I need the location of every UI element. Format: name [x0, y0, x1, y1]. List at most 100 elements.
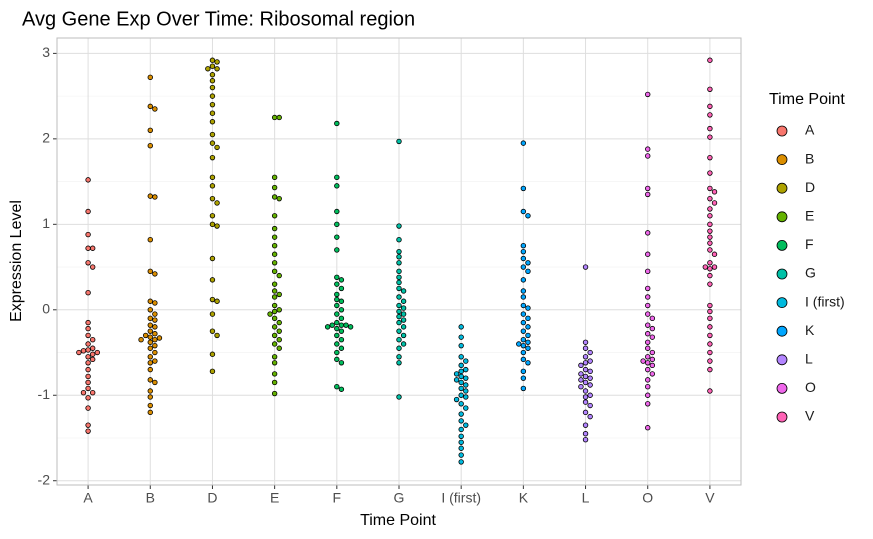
dot	[707, 103, 713, 110]
dot	[520, 185, 527, 192]
dot	[142, 332, 149, 339]
dot	[463, 422, 469, 428]
dot	[582, 409, 589, 416]
dot	[396, 279, 402, 286]
dot	[147, 237, 153, 243]
dot	[271, 234, 278, 240]
dot	[645, 311, 651, 317]
dot	[582, 422, 589, 428]
dot	[396, 223, 402, 229]
dot	[338, 337, 345, 343]
dot	[458, 354, 464, 360]
dot	[147, 193, 153, 199]
dot	[582, 431, 589, 437]
dot	[458, 433, 464, 439]
dot	[276, 337, 282, 343]
dot	[463, 394, 469, 400]
dot	[89, 351, 96, 357]
dot	[85, 395, 91, 401]
dot	[525, 324, 531, 330]
dot	[516, 341, 522, 347]
dot	[645, 146, 651, 152]
dot	[396, 285, 402, 292]
x-tick-label: O	[642, 490, 653, 506]
dot	[209, 213, 216, 219]
legend-label: K	[805, 322, 815, 338]
dot	[80, 348, 87, 354]
dot	[271, 114, 278, 121]
dot	[578, 371, 584, 377]
legend-label: G	[805, 265, 816, 281]
dot	[85, 347, 91, 353]
dot	[463, 405, 469, 411]
dot	[707, 260, 713, 266]
dot	[520, 375, 527, 381]
dot	[707, 272, 713, 279]
dot	[587, 402, 593, 409]
x-tick-label: I (first)	[441, 490, 481, 506]
dot	[649, 371, 656, 377]
dot	[582, 354, 589, 360]
dot	[525, 268, 531, 275]
dot	[707, 154, 713, 161]
dot	[645, 322, 651, 328]
dot	[214, 66, 220, 72]
legend-label: F	[805, 236, 814, 252]
dot	[396, 394, 402, 400]
dot	[334, 120, 340, 127]
dot	[147, 360, 153, 366]
dot	[458, 373, 464, 380]
dot	[334, 221, 340, 228]
dot	[640, 358, 646, 364]
dot	[334, 296, 340, 303]
dot	[347, 324, 354, 330]
dot	[214, 332, 220, 339]
dot	[209, 174, 216, 181]
dot	[276, 195, 282, 202]
dot	[400, 341, 407, 347]
dot	[89, 389, 96, 396]
dot	[85, 260, 91, 266]
dot	[267, 311, 273, 317]
dot	[209, 78, 216, 84]
dot	[711, 264, 718, 270]
dot	[80, 389, 87, 396]
dot	[400, 311, 407, 317]
dot	[645, 366, 651, 373]
dot	[85, 422, 91, 428]
dot	[396, 254, 402, 260]
dot	[649, 325, 656, 332]
dot	[707, 388, 713, 394]
dot	[85, 360, 91, 366]
dot	[582, 373, 589, 380]
dot	[209, 296, 216, 303]
dot	[707, 332, 713, 339]
x-tick-label: A	[83, 490, 93, 506]
dot	[649, 349, 656, 356]
dot	[520, 264, 527, 270]
dot	[520, 337, 527, 343]
dot	[271, 213, 278, 219]
y-tick-label: 0	[42, 300, 50, 316]
dot	[152, 194, 158, 200]
dot	[520, 311, 527, 317]
dot	[334, 319, 340, 326]
dot	[520, 356, 527, 363]
dot	[209, 195, 216, 202]
dot	[396, 308, 402, 315]
dot	[463, 358, 469, 364]
dot	[463, 382, 469, 388]
dot	[271, 390, 278, 397]
dot	[587, 413, 593, 420]
x-axis-label: Time Point	[360, 512, 436, 529]
legend-title: Time Point	[769, 91, 845, 108]
legend-label: E	[805, 208, 814, 224]
dot	[707, 240, 713, 246]
dot	[711, 251, 718, 257]
dot	[209, 277, 216, 283]
y-tick-label: 3	[42, 44, 50, 60]
dot	[147, 354, 153, 360]
dot	[458, 459, 464, 465]
dot	[147, 339, 153, 345]
dot	[209, 93, 216, 99]
